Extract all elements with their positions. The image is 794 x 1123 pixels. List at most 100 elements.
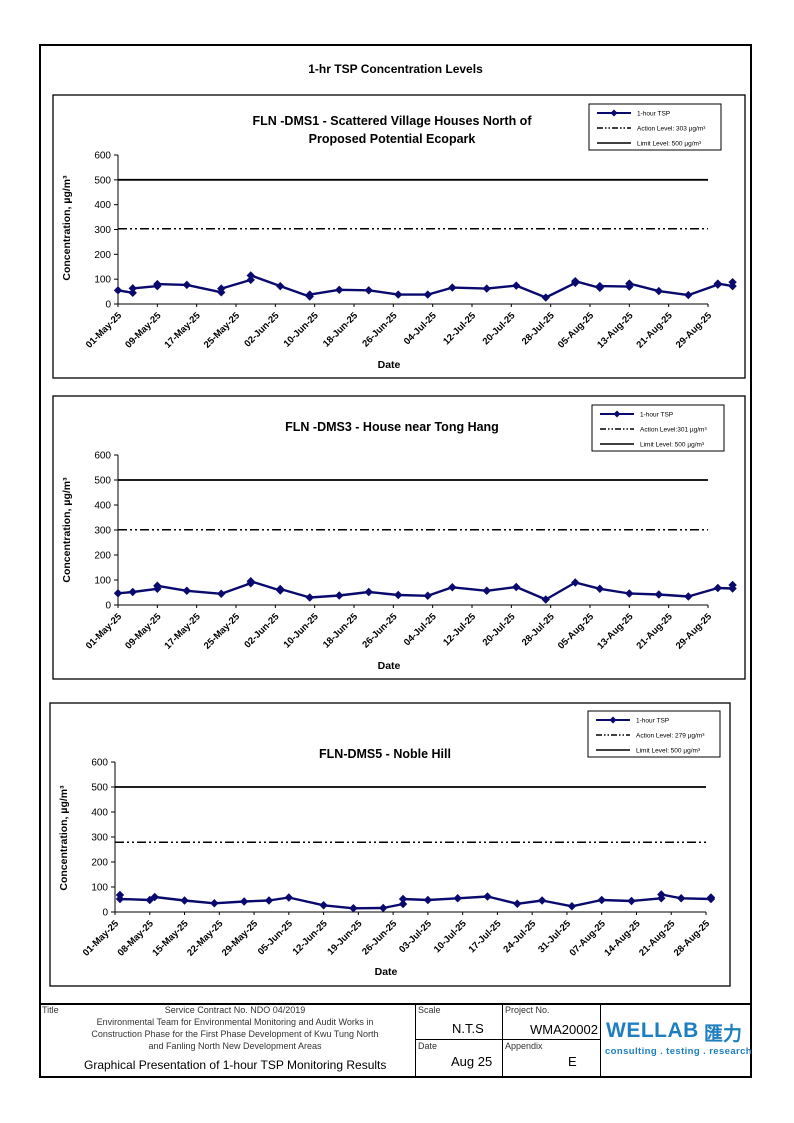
contract-line-4: and Fanling North New Development Areas <box>148 1041 322 1051</box>
tsp-data-point <box>150 892 159 902</box>
tsp-data-point <box>398 899 408 909</box>
tsp-data-point <box>513 899 522 908</box>
tsp-data-point <box>217 284 226 293</box>
tsp-data-point <box>571 578 580 587</box>
legend-tsp-label: 1-hour TSP <box>640 412 673 419</box>
y-tick-label: 600 <box>91 758 108 769</box>
legend-action-label: Action Level: 279 µg/m³ <box>636 733 705 740</box>
legend-limit-label: Limit Level: 500 µg/m³ <box>637 141 702 148</box>
tsp-data-point <box>728 277 737 287</box>
appendix-value: E <box>568 1054 577 1069</box>
chart-1: FLN -DMS1 - Scattered Village Houses Nor… <box>52 94 746 379</box>
legend-tsp-label: 1-hour TSP <box>637 111 670 118</box>
tsp-data-point <box>284 893 294 902</box>
scale-value: N.T.S <box>452 1021 484 1036</box>
tsp-data-point <box>595 584 605 593</box>
date-value: Aug 25 <box>451 1054 493 1069</box>
tsp-data-point <box>676 894 686 903</box>
tsp-data-point <box>423 591 432 600</box>
tsp-data-point <box>657 890 666 899</box>
y-tick-label: 600 <box>94 451 111 462</box>
tsp-data-point <box>378 903 388 913</box>
y-tick-label: 200 <box>91 858 108 869</box>
appendix-label: Appendix <box>505 1041 543 1051</box>
tsp-data-point <box>625 279 634 288</box>
tsp-data-point <box>713 583 723 593</box>
tsp-data-point <box>728 580 737 590</box>
y-tick-label: 600 <box>94 151 111 162</box>
legend-limit-label: Limit Level: 500 µg/m³ <box>640 442 705 449</box>
legend-action-label: Action Level:301 µg/m³ <box>640 427 707 434</box>
y-axis-title: Concentration, µg/m³ <box>61 477 73 583</box>
y-tick-label: 200 <box>94 250 111 261</box>
tsp-data-point <box>128 284 137 293</box>
tsp-data-point <box>541 293 550 302</box>
tsp-data-point <box>113 589 123 598</box>
tsp-data-point <box>153 581 162 590</box>
chart-title-line-2: Proposed Potential Ecopark <box>309 132 476 146</box>
tsp-data-point <box>684 592 693 601</box>
y-tick-label: 500 <box>94 175 111 186</box>
tsp-data-point <box>423 290 432 299</box>
y-tick-label: 0 <box>102 908 108 919</box>
tsp-data-point <box>246 275 255 285</box>
tsp-data-point <box>482 284 491 293</box>
tsp-data-point <box>319 901 328 910</box>
y-tick-label: 100 <box>94 275 111 286</box>
tsp-data-point <box>595 281 605 291</box>
wellab-logo-chinese: 匯力 <box>704 1024 743 1045</box>
y-tick-label: 200 <box>94 551 111 562</box>
x-axis-title: Date <box>378 359 401 371</box>
tsp-data-point <box>482 586 491 595</box>
legend-tsp-marker <box>610 109 618 117</box>
y-tick-label: 400 <box>94 200 111 211</box>
legend-action-label: Action Level: 303 µg/m³ <box>637 126 706 133</box>
x-axis-title: Date <box>378 660 401 672</box>
tsp-data-point <box>128 288 137 298</box>
legend-tsp-label: 1-hour TSP <box>636 718 669 725</box>
tsp-data-point <box>537 896 547 905</box>
tsp-data-point <box>597 895 606 905</box>
tsp-data-point <box>483 892 492 901</box>
chart-title: FLN -DMS1 - Scattered Village Houses Nor… <box>253 114 533 128</box>
tsp-data-point <box>713 279 723 288</box>
tsp-data-point <box>349 904 358 913</box>
wellab-tagline: consulting . testing . research <box>605 1046 753 1057</box>
tsp-data-point <box>305 593 314 602</box>
tsp-data-point <box>512 582 521 592</box>
tsp-data-point <box>335 285 344 295</box>
tsp-data-point <box>264 896 274 905</box>
scale-label: Scale <box>418 1005 441 1015</box>
tsp-data-point <box>364 286 373 295</box>
page-title: 1-hr TSP Concentration Levels <box>308 62 483 76</box>
chart-title: FLN-DMS5 - Noble Hill <box>319 747 451 761</box>
project-value: WMA20002 <box>530 1022 598 1037</box>
tsp-data-point <box>398 894 408 904</box>
tsp-data-point <box>335 591 344 600</box>
tsp-data-point <box>625 589 634 598</box>
contract-line-3: Construction Phase for the First Phase D… <box>91 1029 379 1039</box>
tsp-data-point <box>512 281 521 290</box>
tsp-data-point <box>654 286 664 296</box>
tsp-data-point <box>541 595 550 604</box>
y-tick-label: 400 <box>91 808 108 819</box>
tsp-data-point <box>182 280 192 290</box>
y-tick-label: 100 <box>94 576 111 587</box>
tsp-data-point <box>654 590 664 599</box>
tsp-data-point <box>246 577 255 586</box>
tsp-data-point <box>571 276 580 286</box>
title-block <box>39 1003 752 1078</box>
y-tick-label: 500 <box>91 783 108 794</box>
title-label: Title <box>42 1005 59 1015</box>
tsp-data-point <box>684 290 693 300</box>
tsp-data-point <box>305 290 314 299</box>
y-tick-label: 0 <box>105 601 111 612</box>
y-tick-label: 500 <box>94 476 111 487</box>
date-label: Date <box>418 1041 438 1051</box>
legend-tsp-marker <box>613 410 621 418</box>
tsp-data-point <box>448 283 457 292</box>
tsp-data-point <box>448 583 457 592</box>
contract-line-2: Environmental Team for Environmental Mon… <box>96 1017 374 1027</box>
tsp-data-point <box>276 281 285 291</box>
tsp-data-point <box>180 896 189 905</box>
